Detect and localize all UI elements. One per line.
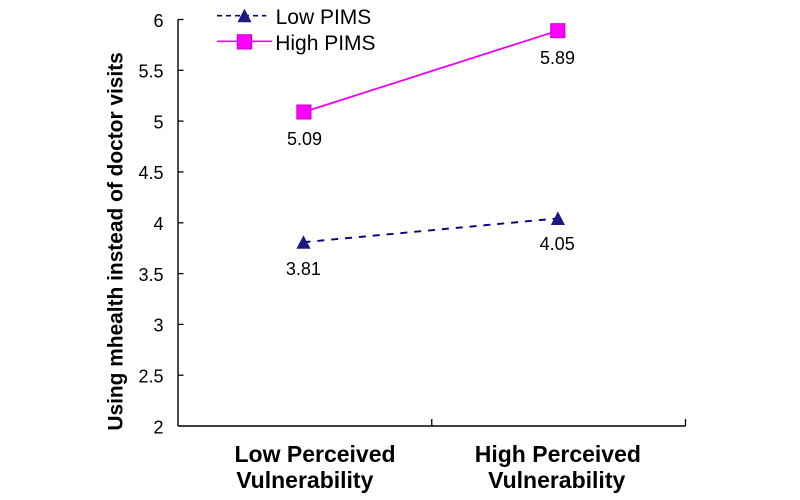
svg-text:5.5: 5.5 bbox=[138, 62, 163, 82]
svg-text:3.5: 3.5 bbox=[138, 265, 163, 285]
svg-text:6: 6 bbox=[153, 11, 163, 31]
svg-text:High Perceived: High Perceived bbox=[475, 441, 641, 467]
svg-text:4: 4 bbox=[153, 214, 163, 234]
svg-text:Vulnerability: Vulnerability bbox=[488, 467, 625, 493]
svg-text:Vulnerability: Vulnerability bbox=[236, 467, 373, 493]
svg-text:3: 3 bbox=[153, 316, 163, 336]
svg-text:2.5: 2.5 bbox=[138, 367, 163, 387]
svg-text:3.81: 3.81 bbox=[286, 259, 321, 279]
svg-text:Using mhealth instead of docto: Using mhealth instead of doctor visits bbox=[104, 52, 127, 430]
svg-text:2: 2 bbox=[153, 417, 163, 437]
svg-text:Low Perceived: Low Perceived bbox=[235, 441, 396, 467]
svg-text:4.5: 4.5 bbox=[138, 163, 163, 183]
svg-text:High PIMS: High PIMS bbox=[275, 32, 375, 55]
svg-text:Low PIMS: Low PIMS bbox=[276, 6, 372, 29]
svg-text:5.09: 5.09 bbox=[287, 129, 322, 149]
svg-text:5: 5 bbox=[153, 112, 163, 132]
svg-text:4.05: 4.05 bbox=[540, 234, 575, 254]
svg-text:5.89: 5.89 bbox=[540, 48, 575, 68]
